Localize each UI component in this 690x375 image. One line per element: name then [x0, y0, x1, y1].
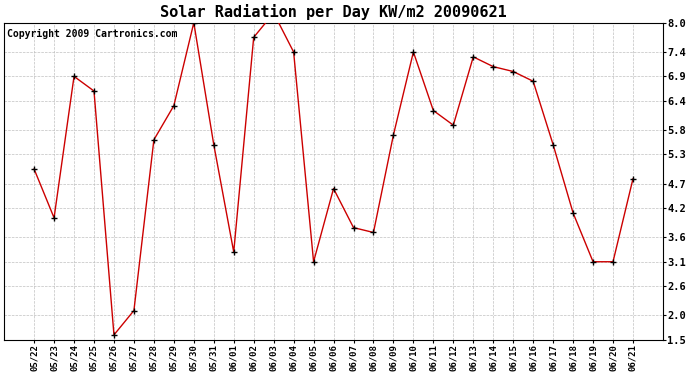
Text: Copyright 2009 Cartronics.com: Copyright 2009 Cartronics.com: [8, 29, 178, 39]
Title: Solar Radiation per Day KW/m2 20090621: Solar Radiation per Day KW/m2 20090621: [160, 4, 507, 20]
